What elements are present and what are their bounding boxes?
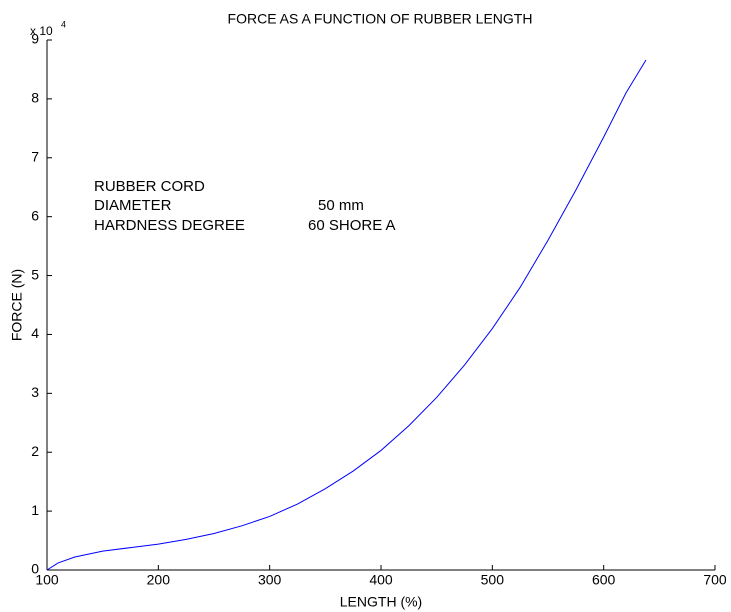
y-axis-label: FORCE (N) xyxy=(9,269,25,341)
y-tick-label: 3 xyxy=(31,384,39,400)
x-tick-label: 600 xyxy=(592,572,616,588)
x-tick-label: 200 xyxy=(147,572,171,588)
x-tick-label: 500 xyxy=(481,572,505,588)
x-tick-label: 300 xyxy=(258,572,282,588)
y-tick-label: 1 xyxy=(31,502,39,518)
y-scale-base: x 10 xyxy=(30,24,53,38)
y-tick-label: 0 xyxy=(31,561,39,577)
y-tick-label: 9 xyxy=(31,31,39,47)
y-tick-label: 5 xyxy=(31,266,39,282)
y-tick-label: 6 xyxy=(31,207,39,223)
y-tick-label: 8 xyxy=(31,90,39,106)
annotation: DIAMETER xyxy=(94,197,172,214)
x-tick-label: 400 xyxy=(369,572,393,588)
chart-title: FORCE AS A FUNCTION OF RUBBER LENGTH xyxy=(228,11,533,27)
x-axis-label: LENGTH (%) xyxy=(340,594,422,610)
y-tick-label: 7 xyxy=(31,148,39,164)
annotation: HARDNESS DEGREE xyxy=(94,217,245,234)
annotation: RUBBER CORD xyxy=(94,178,205,195)
y-tick-label: 4 xyxy=(31,325,39,341)
line xyxy=(46,59,647,571)
x-tick-label: 100 xyxy=(35,572,59,588)
x-tick-label: 700 xyxy=(703,572,727,588)
annotation: 60 SHORE A xyxy=(308,217,396,234)
y-scale-exponent: 4 xyxy=(61,19,66,29)
annotation: 50 mm xyxy=(318,197,364,214)
y-tick-label: 2 xyxy=(31,443,39,459)
